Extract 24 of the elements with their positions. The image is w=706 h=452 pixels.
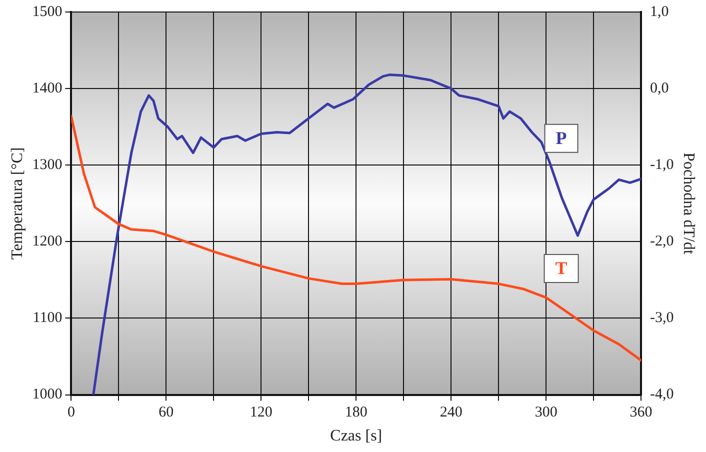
y2-tick-label: 0,0 <box>650 80 669 96</box>
y-tick-label: 1100 <box>32 310 62 326</box>
x-tick-label: 120 <box>250 404 272 421</box>
y-tick-label: 1200 <box>32 234 62 250</box>
x-axis-title: Czas [s] <box>330 428 382 445</box>
y-tick-label: 1500 <box>32 4 62 20</box>
y2-tick-label: -1,0 <box>650 157 674 174</box>
y2-tick-label: -4,0 <box>650 386 674 403</box>
series-label: P <box>556 128 567 148</box>
y2-tick-label: -2,0 <box>650 234 674 250</box>
series-label: T <box>555 258 568 278</box>
x-tick-label: 240 <box>440 404 462 421</box>
y2-tick-label: -3,0 <box>650 310 674 326</box>
y-tick-label: 1400 <box>32 80 62 96</box>
x-tick-label: 180 <box>344 404 368 421</box>
x-tick-label: 360 <box>630 404 652 421</box>
y2-tick-label: 1,0 <box>650 4 669 20</box>
x-tick-label: 0 <box>67 404 75 421</box>
y-tick-label: 1000 <box>32 386 62 403</box>
x-tick-label: 60 <box>158 404 174 421</box>
y2-axis-title: Pochodna dT/dt <box>680 152 698 255</box>
y-axis-title: Temperatura [°C] <box>8 147 26 260</box>
y-tick-label: 1300 <box>32 157 62 174</box>
x-tick-label: 300 <box>534 404 558 421</box>
